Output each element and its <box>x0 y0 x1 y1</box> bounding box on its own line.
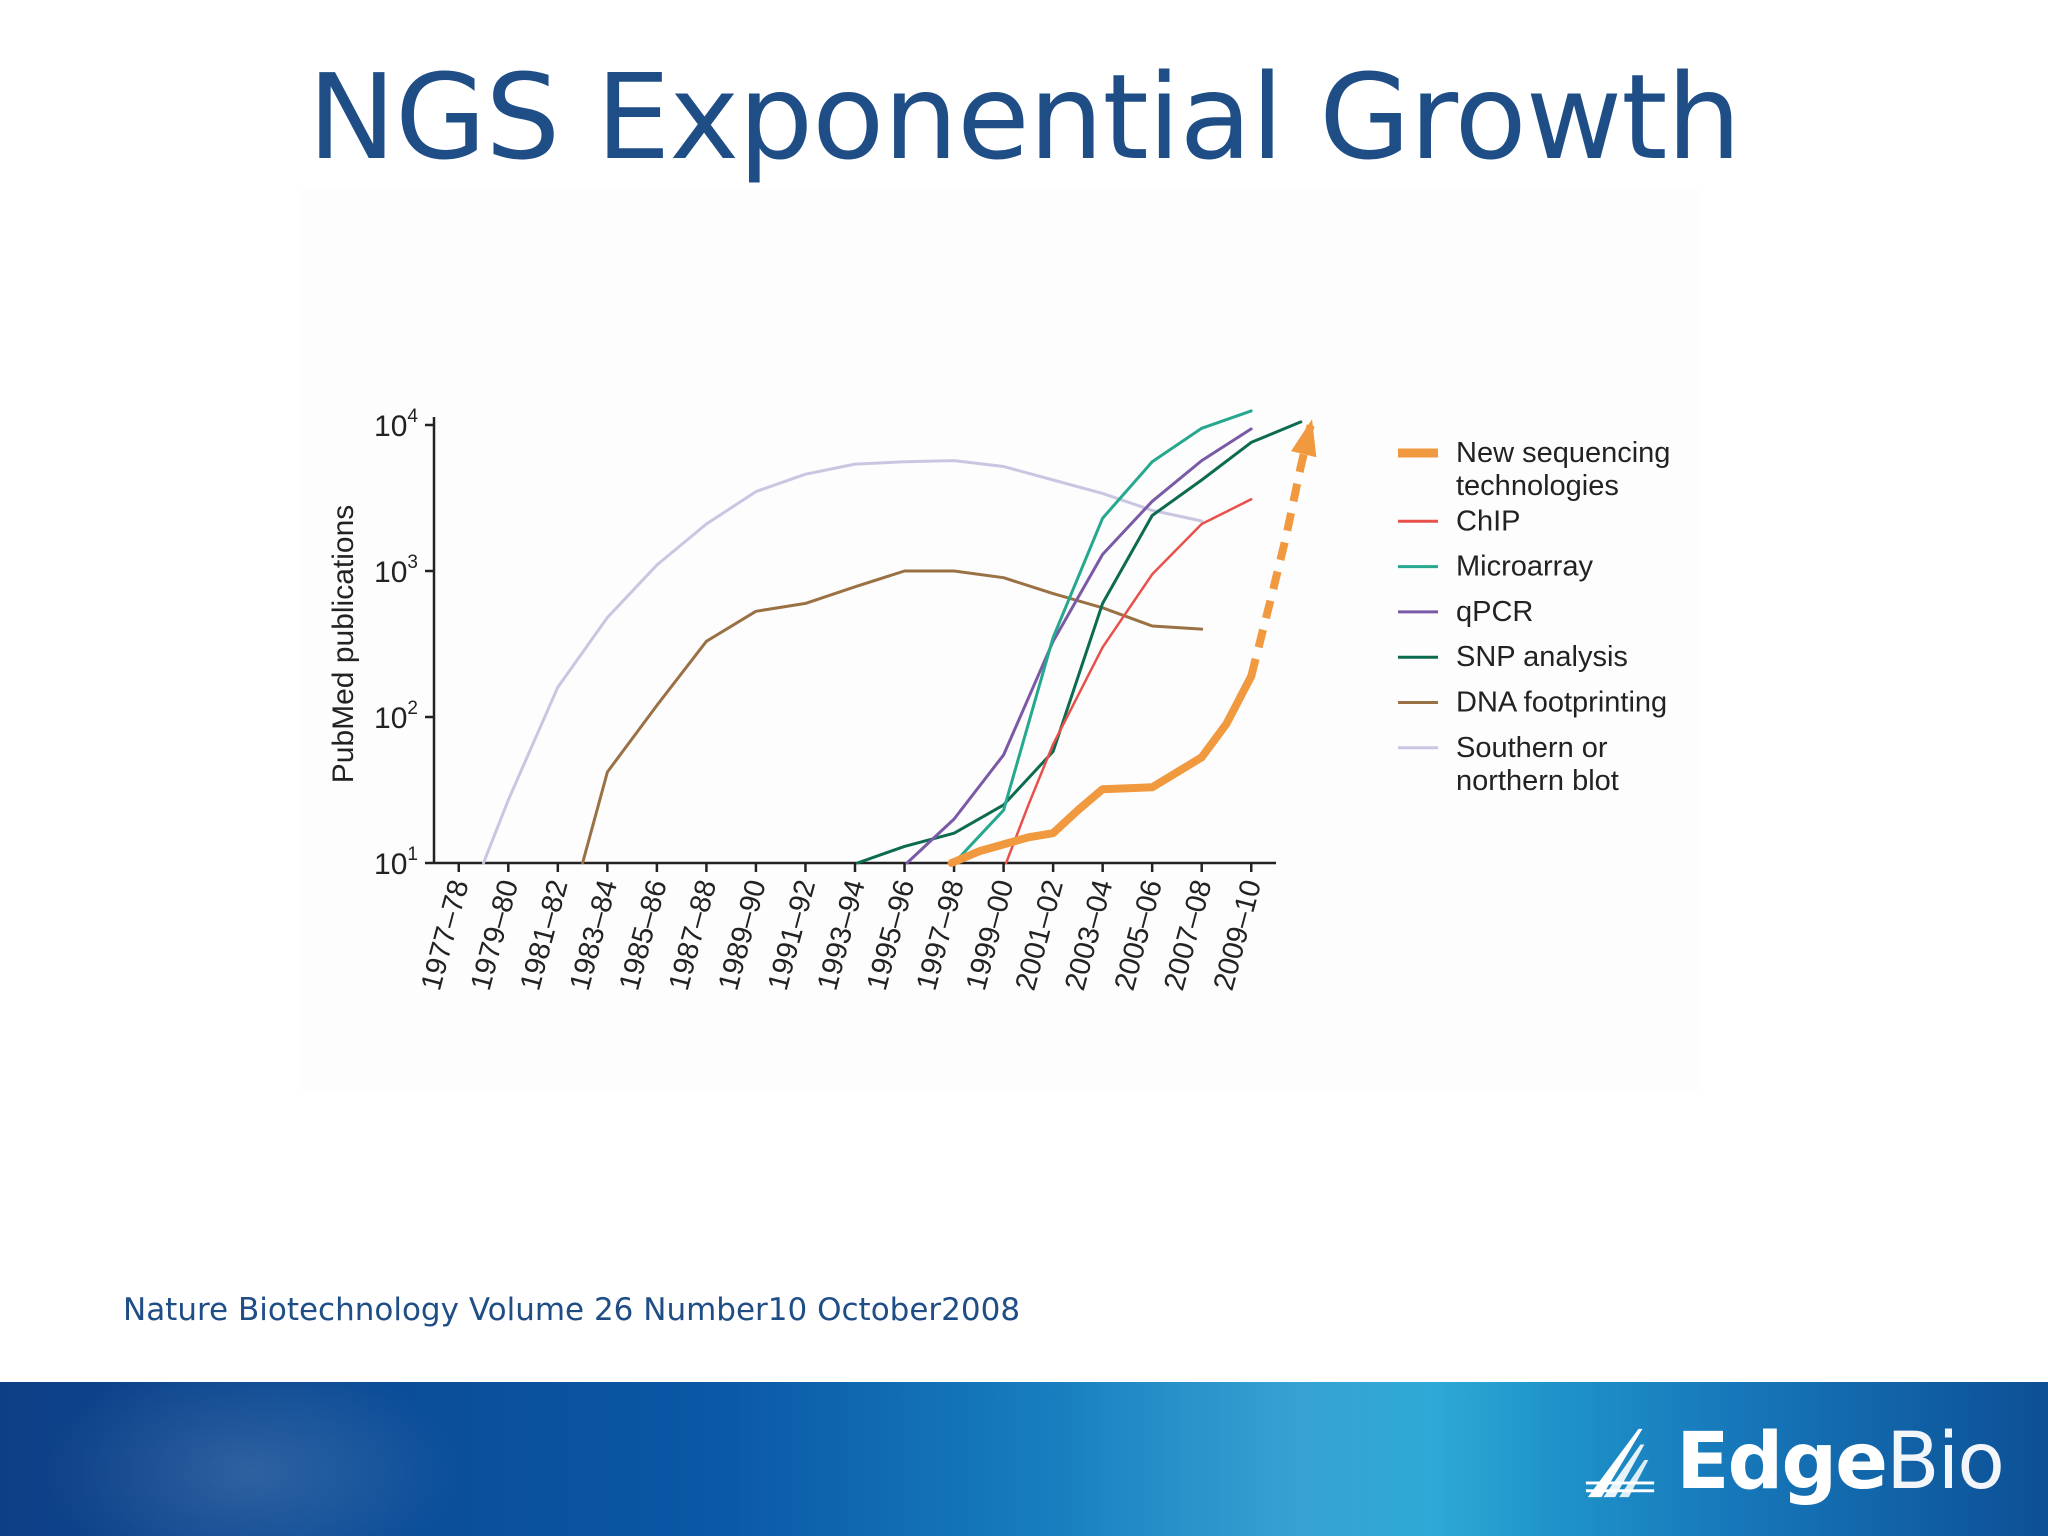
y-axis-label: PubMed publications <box>327 505 360 784</box>
series-line-qpcr <box>905 427 1253 865</box>
legend-label-southern-or-northern-blot: Southern or <box>1456 732 1608 764</box>
legend-label-dna-footprinting: DNA footprinting <box>1456 687 1667 719</box>
footer-decoration <box>40 1382 460 1536</box>
citation: Nature Biotechnology Volume 26 Number10 … <box>123 1292 1021 1328</box>
edgebio-wing-icon <box>1586 1428 1655 1498</box>
series-line-snp-analysis <box>856 420 1303 865</box>
series-line-southern-or-northern-blot <box>482 459 1204 865</box>
projection-line-new-sequencing-technologies <box>1247 424 1315 678</box>
footer-decoration <box>1050 1382 1550 1536</box>
legend-label-chip: ChIP <box>1456 505 1520 537</box>
x-tick-label: 2009–10 <box>1208 877 1268 994</box>
series-line-dna-footprinting <box>581 569 1204 865</box>
y-tick-label: 102 <box>374 698 418 735</box>
logo-text: EdgeBio <box>1676 1417 2005 1507</box>
legend-label-new-sequencing-technologies: New sequencing <box>1456 437 1670 469</box>
series-line-microarray <box>952 409 1253 865</box>
legend-label-snp-analysis: SNP analysis <box>1456 641 1628 673</box>
chart-area: 101 102 103 104 PubMed publications 1977–78 19… <box>300 190 1700 1090</box>
legend-label-new-sequencing-technologies: technologies <box>1456 470 1619 502</box>
series-line-chip <box>1004 498 1253 865</box>
slide-title: NGS Exponential Growth <box>307 48 1742 186</box>
series-line-new-sequencing-technologies <box>947 672 1256 867</box>
projection-arrowhead <box>1291 419 1317 458</box>
footer-band: EdgeBio <box>0 1382 2048 1536</box>
y-tick-label: 101 <box>374 844 418 881</box>
edgebio-logo: EdgeBio <box>1582 1412 2005 1512</box>
y-tick-label: 103 <box>374 552 418 589</box>
y-tick-label: 104 <box>374 406 418 443</box>
legend-label-qpcr: qPCR <box>1456 596 1533 628</box>
legend-label-southern-or-northern-blot: northern blot <box>1456 765 1619 797</box>
legend-label-microarray: Microarray <box>1456 551 1593 583</box>
